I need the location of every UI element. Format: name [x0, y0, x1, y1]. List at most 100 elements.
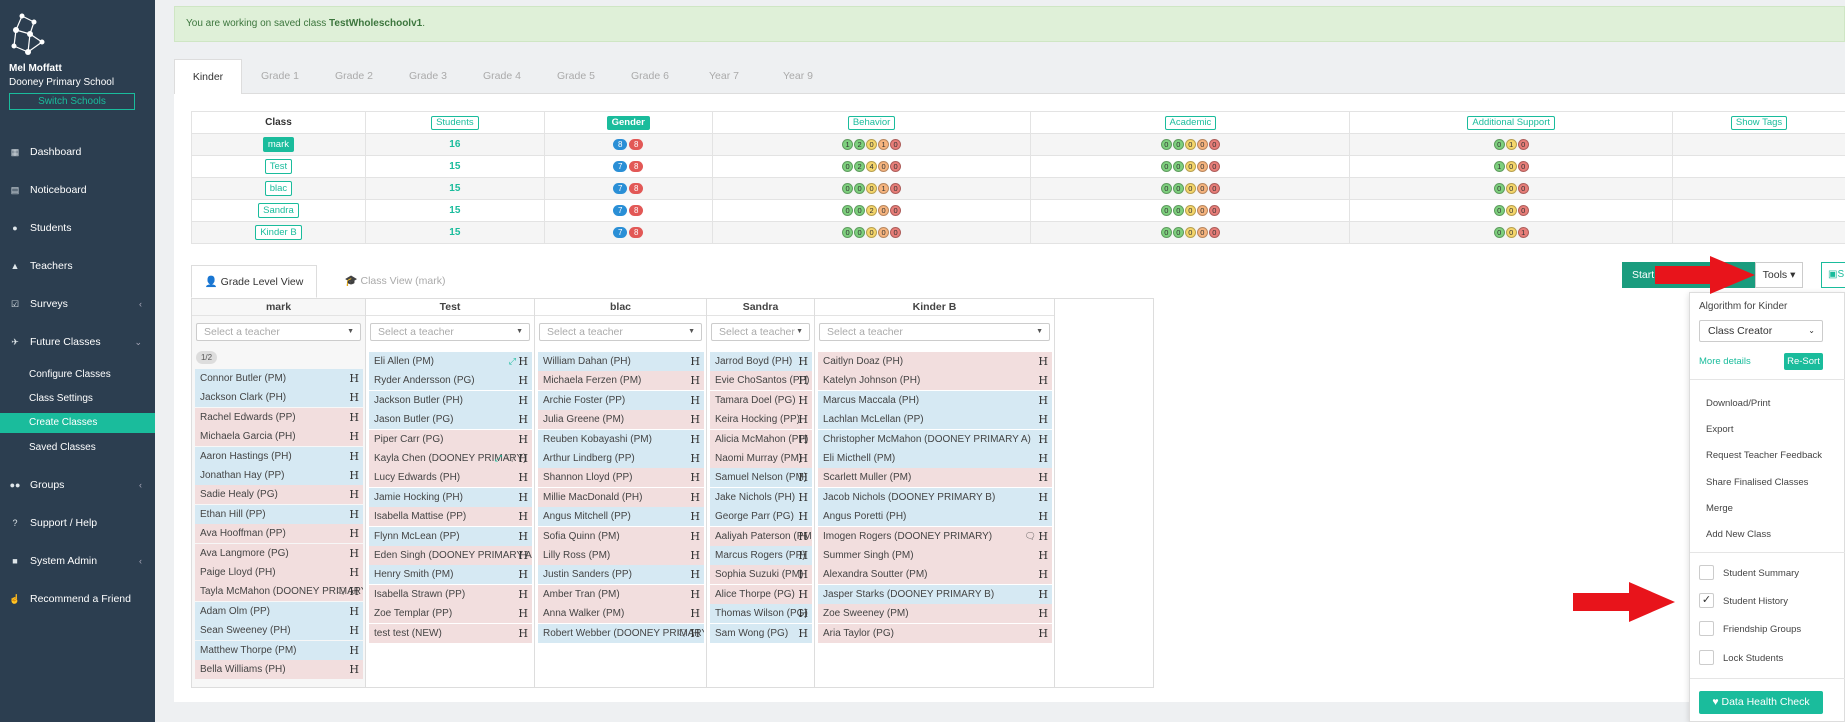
comment-icon[interactable]: 🗨 [1024, 530, 1036, 541]
history-h-icon[interactable]: H [518, 626, 528, 640]
history-h-icon[interactable]: H [798, 355, 808, 368]
history-h-icon[interactable]: H [518, 568, 528, 582]
menu-request-teacher-feedback[interactable]: Request Teacher Feedback [1706, 450, 1823, 461]
student-card[interactable]: Zoe Templar (PP) H [369, 604, 532, 624]
history-h-icon[interactable]: H [349, 430, 359, 444]
history-h-icon[interactable]: H [518, 549, 528, 562]
student-card[interactable]: Millie MacDonald (PH) H [538, 487, 704, 507]
history-h-icon[interactable]: H [518, 607, 528, 621]
student-card[interactable]: Thomas Wilson (PG) H [710, 604, 812, 624]
student-card[interactable]: Sofia Quinn (PM) H [538, 526, 704, 546]
history-h-icon[interactable]: H [518, 529, 528, 543]
gender-sort-button[interactable]: Gender [606, 115, 650, 130]
history-h-icon[interactable]: H [798, 529, 808, 543]
history-h-icon[interactable]: H [1038, 471, 1048, 485]
history-h-icon[interactable]: H [798, 549, 808, 562]
student-card[interactable]: Summer Singh (PM) H [818, 546, 1052, 565]
history-h-icon[interactable]: H [798, 568, 808, 582]
history-h-icon[interactable]: H [518, 413, 528, 427]
history-h-icon[interactable]: H [349, 643, 359, 657]
data-health-check-button[interactable]: ♥ Data Health Check [1699, 691, 1823, 714]
history-h-icon[interactable]: H [690, 490, 700, 504]
history-h-icon[interactable]: H [1038, 452, 1048, 465]
teacher-select[interactable]: Select a teacher ▼ [539, 323, 702, 341]
nav-noticeboard[interactable]: ▤ Noticeboard [0, 179, 155, 201]
support-sort-button[interactable]: Additional Support [1467, 115, 1555, 130]
history-h-icon[interactable]: H [798, 510, 808, 524]
history-h-icon[interactable]: H [349, 546, 359, 560]
nav-students[interactable]: ● Students [0, 217, 155, 239]
student-card[interactable]: Jason Butler (PG) H [369, 410, 532, 430]
history-h-icon[interactable]: H [798, 452, 808, 465]
student-card[interactable]: Naomi Murray (PM) H [710, 449, 812, 468]
student-card[interactable]: Reuben Kobayashi (PM) H [538, 429, 704, 449]
student-card[interactable]: Samuel Nelson (PM) H [710, 468, 812, 488]
tab-grade-level-view[interactable]: 👤 Grade Level View [191, 265, 317, 298]
student-card[interactable]: Henry Smith (PM) H [369, 565, 532, 585]
student-card[interactable]: Tayla McMahon (DOONEY PRIMARY) 🗨 H [195, 582, 363, 602]
student-card[interactable]: Sam Wong (PG) H [710, 623, 812, 643]
more-details-link[interactable]: More details [1699, 356, 1751, 367]
tab-year-9[interactable]: Year 9 [783, 70, 813, 82]
nav-saved-classes[interactable]: Saved Classes [0, 438, 155, 458]
history-h-icon[interactable]: H [798, 413, 808, 427]
student-card[interactable]: Tamara Doel (PG) H [710, 390, 812, 410]
student-card[interactable]: Sadie Healy (PG) H [195, 485, 363, 505]
history-h-icon[interactable]: H [1038, 432, 1048, 446]
student-card[interactable]: Sophia Suzuki (PM) H [710, 565, 812, 585]
tab-grade-5[interactable]: Grade 5 [557, 70, 595, 82]
history-h-icon[interactable]: H [1038, 374, 1048, 388]
history-h-icon[interactable]: H [1038, 355, 1048, 368]
student-card[interactable]: Lucy Edwards (PH) H [369, 468, 532, 488]
history-h-icon[interactable]: H [798, 626, 808, 640]
history-h-icon[interactable]: H [349, 469, 359, 482]
student-card[interactable]: Sean Sweeney (PH) H [195, 621, 363, 641]
history-h-icon[interactable]: H [1038, 413, 1048, 427]
history-h-icon[interactable]: H [349, 604, 359, 618]
student-card[interactable]: Christopher McMahon (DOONEY PRIMARY A) H [818, 429, 1052, 449]
tab-class-view[interactable]: 🎓 Class View (mark) [330, 265, 460, 298]
history-h-icon[interactable]: H [1038, 607, 1048, 621]
history-h-icon[interactable]: H [349, 507, 359, 521]
student-card[interactable]: George Parr (PG) H [710, 507, 812, 527]
history-h-icon[interactable]: H [690, 549, 700, 562]
nav-support[interactable]: ? Support / Help [0, 512, 155, 534]
student-card[interactable]: Caitlyn Doaz (PH) H [818, 352, 1052, 371]
history-h-icon[interactable]: H [349, 449, 359, 463]
class-name-button[interactable]: Sandra [258, 203, 299, 218]
student-card[interactable]: Julia Greene (PM) H [538, 410, 704, 430]
history-h-icon[interactable]: H [690, 568, 700, 582]
history-h-icon[interactable]: H [349, 488, 359, 502]
history-h-icon[interactable]: H [349, 410, 359, 424]
history-h-icon[interactable]: H [518, 510, 528, 524]
history-h-icon[interactable]: H [349, 624, 359, 638]
student-card[interactable]: Katelyn Johnson (PH) H [818, 371, 1052, 391]
student-card[interactable]: Amber Tran (PM) H [538, 584, 704, 604]
teacher-select[interactable]: Select a teacher ▼ [196, 323, 361, 341]
student-summary-checkbox[interactable] [1699, 565, 1714, 580]
student-card[interactable]: Jasper Starks (DOONEY PRIMARY B) H [818, 584, 1052, 604]
history-h-icon[interactable]: H [518, 587, 528, 601]
student-card[interactable]: Ethan Hill (PP) H [195, 504, 363, 524]
expand-icon[interactable]: ⤢ [494, 453, 502, 463]
menu-share-finalised-classes[interactable]: Share Finalised Classes [1706, 477, 1809, 488]
nav-surveys[interactable]: ☑ Surveys ‹ [0, 293, 155, 315]
student-card[interactable]: Lilly Ross (PM) H [538, 546, 704, 565]
nav-future-classes[interactable]: ✈ Future Classes ⌄ [0, 331, 155, 353]
history-h-icon[interactable]: H [690, 510, 700, 524]
teacher-select[interactable]: Select a teacher ▼ [711, 323, 810, 341]
class-name-button[interactable]: blac [264, 181, 293, 196]
behavior-sort-button[interactable]: Behavior [847, 115, 896, 130]
history-h-icon[interactable]: H [690, 355, 700, 368]
resort-button[interactable]: Re-Sort [1784, 353, 1823, 370]
nav-configure-classes[interactable]: Configure Classes [0, 365, 155, 385]
history-h-icon[interactable]: H [798, 490, 808, 504]
student-card[interactable]: Eli Allen (PM) ⤢ H [369, 352, 532, 371]
student-card[interactable]: Piper Carr (PG) H [369, 429, 532, 449]
history-h-icon[interactable]: H [518, 432, 528, 446]
history-h-icon[interactable]: H [798, 393, 808, 407]
student-card[interactable]: Keira Hocking (PP) H [710, 410, 812, 430]
class-name-button[interactable]: Kinder B [255, 225, 302, 240]
switch-schools-button[interactable]: Switch Schools [9, 93, 135, 110]
student-card[interactable]: Aaliyah Paterson (PM) H [710, 526, 812, 546]
